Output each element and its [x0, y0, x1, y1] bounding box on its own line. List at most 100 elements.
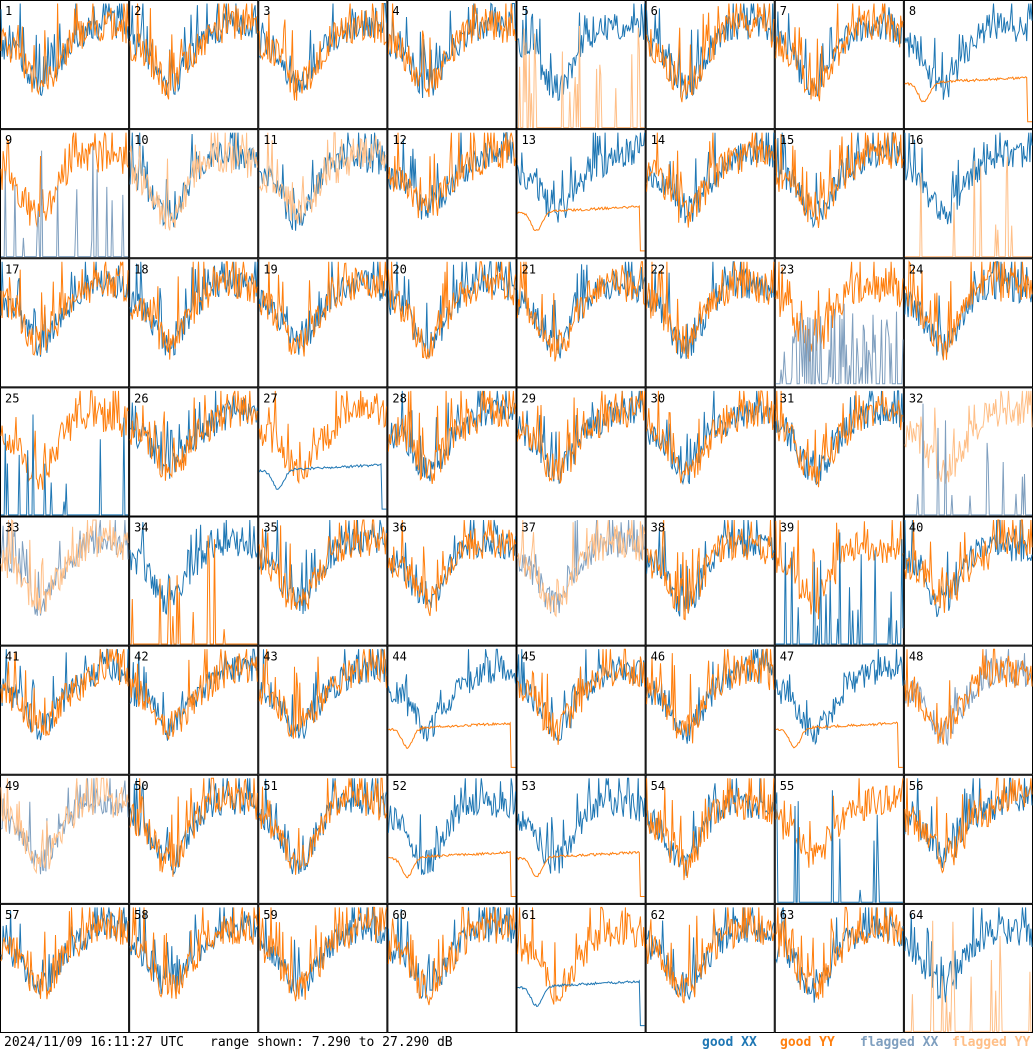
tile-17: 17 — [0, 258, 130, 388]
tile-label: 50 — [134, 779, 148, 793]
tile-label: 29 — [522, 391, 536, 405]
series-yy-tile-35 — [258, 519, 387, 610]
tile-28: 28 — [387, 387, 517, 517]
tile-frame — [0, 387, 130, 517]
series-xx-tile-58 — [129, 907, 258, 994]
series-yy-tile-33 — [0, 518, 129, 614]
tile-frame — [774, 645, 904, 775]
tile-53: 53 — [516, 774, 646, 904]
series-yy-tile-64 — [904, 920, 1032, 1032]
tile-label: 52 — [392, 779, 406, 793]
tile-label: 17 — [5, 262, 19, 276]
series-xx-tile-44 — [387, 648, 516, 742]
series-xx-tile-6 — [646, 3, 775, 100]
series-yy-tile-18 — [129, 261, 258, 360]
tile-label: 23 — [780, 262, 794, 276]
tile-56: 56 — [903, 774, 1033, 904]
tile-frame — [516, 129, 646, 259]
series-xx-tile-39 — [775, 532, 904, 645]
tile-frame — [387, 258, 517, 388]
tile-5: 5 — [516, 0, 646, 130]
tile-50: 50 — [129, 774, 259, 904]
series-yy-tile-41 — [0, 649, 129, 736]
tile-label: 43 — [263, 650, 277, 664]
series-yy-tile-12 — [387, 132, 516, 219]
series-yy-tile-57 — [0, 907, 129, 1000]
series-yy-tile-53 — [517, 850, 645, 897]
series-yy-tile-38 — [646, 519, 775, 621]
tile-frame — [903, 258, 1033, 388]
tile-61: 61 — [516, 903, 646, 1033]
tile-40: 40 — [903, 516, 1033, 646]
tile-23: 23 — [774, 258, 904, 388]
tile-8: 8 — [903, 0, 1033, 130]
tile-16: 16 — [903, 129, 1033, 259]
tile-label: 27 — [263, 391, 277, 405]
tile-label: 46 — [651, 650, 665, 664]
series-xx-tile-13 — [517, 132, 646, 223]
tile-label: 15 — [780, 133, 794, 147]
tile-19: 19 — [258, 258, 388, 388]
series-xx-tile-32 — [904, 403, 1032, 516]
series-yy-tile-28 — [387, 390, 516, 484]
series-xx-tile-19 — [258, 261, 387, 355]
series-yy-tile-31 — [775, 390, 904, 488]
tile-label: 64 — [909, 908, 923, 922]
timestamp: 2024/11/09 16:11:27 UTC — [4, 1035, 185, 1050]
tile-label: 33 — [5, 521, 19, 535]
tile-31: 31 — [774, 387, 904, 517]
tile-frame — [387, 774, 517, 904]
series-yy-tile-37 — [517, 519, 646, 618]
tile-22: 22 — [645, 258, 775, 388]
series-yy-tile-51 — [258, 777, 387, 875]
series-yy-tile-15 — [775, 132, 904, 229]
tile-label: 26 — [134, 391, 148, 405]
series-yy-tile-54 — [646, 778, 775, 881]
tile-label: 14 — [651, 133, 665, 147]
tile-label: 56 — [909, 779, 923, 793]
tile-13: 13 — [516, 129, 646, 259]
tile-52: 52 — [387, 774, 517, 904]
tile-label: 38 — [651, 521, 665, 535]
tile-label: 8 — [909, 4, 916, 18]
tile-label: 48 — [909, 650, 923, 664]
series-yy-tile-23 — [775, 261, 904, 362]
series-xx-tile-11 — [259, 132, 387, 231]
tile-59: 59 — [258, 903, 388, 1033]
series-yy-tile-50 — [129, 777, 258, 877]
tile-47: 47 — [774, 645, 904, 775]
legend-flagged-xx: flagged XX — [860, 1035, 939, 1050]
tile-7: 7 — [774, 0, 904, 130]
series-yy-tile-63 — [775, 906, 904, 1000]
series-yy-tile-52 — [388, 850, 516, 897]
tile-label: 7 — [780, 4, 787, 18]
tile-label: 19 — [263, 262, 277, 276]
tile-frame — [774, 903, 904, 1033]
tile-37: 37 — [516, 516, 646, 646]
tile-frame — [0, 129, 130, 259]
series-yy-tile-14 — [646, 132, 775, 228]
series-xx-tile-34 — [129, 519, 258, 615]
tile-6: 6 — [645, 0, 775, 130]
tile-26: 26 — [129, 387, 259, 517]
tile-57: 57 — [0, 903, 130, 1033]
series-yy-tile-16 — [904, 156, 1032, 258]
tile-label: 57 — [5, 908, 19, 922]
series-yy-tile-19 — [258, 261, 387, 357]
legend-good-xx: good XX — [702, 1035, 757, 1050]
tile-label: 4 — [392, 4, 399, 18]
series-yy-tile-42 — [129, 649, 258, 740]
tile-25: 25 — [0, 387, 130, 517]
tile-label: 39 — [780, 521, 794, 535]
tile-3: 3 — [258, 0, 388, 130]
series-yy-tile-6 — [646, 3, 775, 103]
series-yy-tile-27 — [258, 390, 387, 485]
series-yy-tile-24 — [904, 260, 1033, 361]
tile-1: 1 — [0, 0, 130, 130]
series-yy-tile-59 — [258, 906, 387, 1002]
tile-label: 63 — [780, 908, 794, 922]
tile-32: 32 — [903, 387, 1033, 517]
tile-46: 46 — [645, 645, 775, 775]
tile-label: 42 — [134, 650, 148, 664]
series-yy-tile-8 — [904, 76, 1032, 123]
